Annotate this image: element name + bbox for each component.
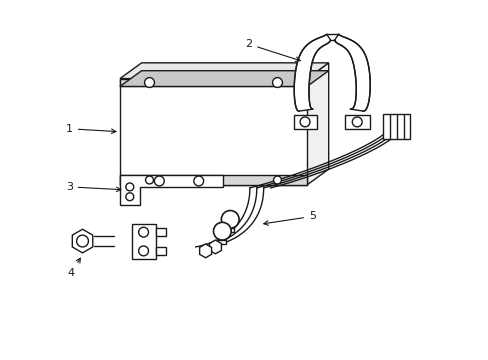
Text: 4: 4 — [68, 258, 80, 278]
Polygon shape — [209, 240, 221, 254]
Circle shape — [273, 176, 281, 184]
Text: 3: 3 — [66, 182, 121, 192]
Polygon shape — [120, 175, 306, 185]
Polygon shape — [199, 244, 211, 258]
Circle shape — [139, 227, 148, 237]
Polygon shape — [120, 78, 306, 185]
Circle shape — [272, 78, 282, 87]
Circle shape — [144, 78, 154, 87]
Polygon shape — [382, 114, 409, 139]
Text: 5: 5 — [263, 211, 315, 225]
Text: 2: 2 — [244, 39, 300, 62]
Polygon shape — [345, 115, 369, 129]
Circle shape — [125, 193, 133, 201]
Circle shape — [351, 117, 362, 127]
Polygon shape — [306, 63, 328, 185]
Circle shape — [145, 176, 153, 184]
Polygon shape — [156, 228, 166, 236]
Polygon shape — [120, 78, 306, 86]
Polygon shape — [294, 34, 330, 111]
Circle shape — [193, 176, 203, 186]
Text: 1: 1 — [66, 124, 116, 134]
Circle shape — [300, 117, 309, 127]
Circle shape — [154, 176, 164, 186]
Polygon shape — [72, 229, 93, 253]
Circle shape — [139, 246, 148, 256]
Circle shape — [221, 211, 239, 228]
Circle shape — [213, 222, 231, 240]
Circle shape — [125, 183, 133, 191]
Polygon shape — [226, 228, 234, 232]
Polygon shape — [218, 240, 226, 244]
Polygon shape — [120, 71, 328, 86]
Polygon shape — [131, 224, 156, 259]
Circle shape — [77, 235, 88, 247]
Polygon shape — [120, 63, 328, 78]
Polygon shape — [294, 115, 316, 129]
Polygon shape — [120, 175, 223, 204]
Polygon shape — [334, 34, 369, 111]
Polygon shape — [156, 247, 166, 255]
